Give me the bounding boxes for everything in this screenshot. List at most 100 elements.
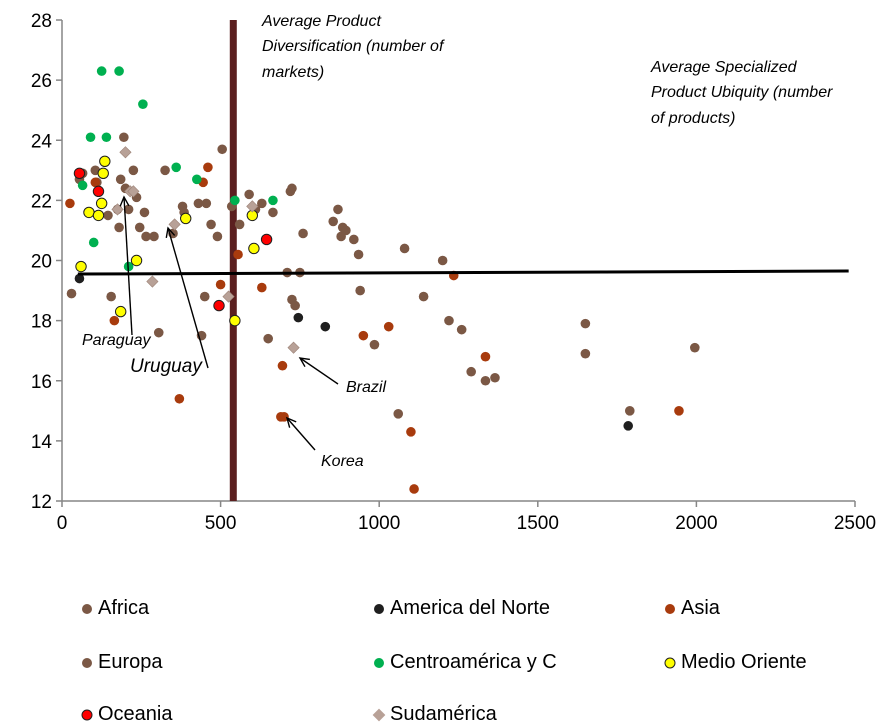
arrow-brazil xyxy=(298,357,339,385)
point-africa xyxy=(141,231,151,242)
point-africa xyxy=(106,291,116,302)
point-africa xyxy=(128,165,139,176)
y-tick-label: 16 xyxy=(31,372,52,393)
point-centroam-rica-y-c xyxy=(101,132,112,143)
point-africa xyxy=(149,231,159,242)
point-africa xyxy=(153,327,164,338)
point-africa xyxy=(134,222,145,233)
point-africa xyxy=(333,204,343,215)
point-medio-oriente xyxy=(99,155,111,167)
point-centroam-rica-y-c xyxy=(85,132,96,143)
point-africa xyxy=(114,222,124,233)
point-africa xyxy=(437,255,448,266)
point-sudam-rica xyxy=(168,218,181,231)
point-europa xyxy=(580,348,591,359)
y-tick-label: 12 xyxy=(31,492,52,513)
annotation-ubiquity-line3: of products) xyxy=(651,110,735,127)
point-africa xyxy=(201,198,212,209)
point-medio-oriente xyxy=(95,197,108,210)
point-africa xyxy=(206,219,216,230)
point-medio-oriente xyxy=(92,209,105,222)
point-africa xyxy=(393,409,404,419)
point-europa xyxy=(199,291,210,302)
point-africa xyxy=(399,243,410,254)
point-medio-oriente xyxy=(180,212,192,225)
point-africa xyxy=(456,324,467,335)
point-europa xyxy=(263,333,273,344)
point-europa xyxy=(355,285,365,296)
point-africa xyxy=(341,225,351,236)
point-sudam-rica xyxy=(127,185,140,198)
point-europa xyxy=(466,366,476,377)
arrow-uruguay xyxy=(165,226,209,369)
point-asia xyxy=(215,279,226,290)
annotation-ubiquity-line1: Average Specialized xyxy=(650,59,798,76)
arrow-korea xyxy=(285,416,316,451)
annotation-diversification-line3: markets) xyxy=(262,64,324,81)
point-asia xyxy=(65,198,75,209)
point-asia xyxy=(480,351,491,362)
point-medio-oriente xyxy=(114,305,127,318)
point-centroam-rica-y-c xyxy=(268,195,278,206)
point-africa xyxy=(353,249,364,260)
point-africa xyxy=(115,174,126,185)
annotation-uruguay: Uruguay xyxy=(130,356,203,377)
y-tick-label: 24 xyxy=(31,131,53,152)
x-tick-label: 1500 xyxy=(517,513,559,534)
point-africa xyxy=(123,204,134,215)
point-centroam-rica-y-c xyxy=(88,237,99,248)
point-europa xyxy=(490,372,500,383)
point-centroam-rica-y-c xyxy=(114,66,124,76)
point-europa xyxy=(690,342,700,353)
y-tick-label: 28 xyxy=(31,11,52,32)
y-tick-label: 26 xyxy=(31,71,52,92)
point-africa xyxy=(290,300,300,311)
point-africa xyxy=(268,207,278,218)
annotation-arrows xyxy=(119,195,339,451)
point-medio-oriente xyxy=(248,242,260,255)
point-sudam-rica xyxy=(222,290,235,303)
point-asia xyxy=(277,360,288,371)
point-africa xyxy=(234,219,245,230)
y-tick-label: 14 xyxy=(31,432,53,453)
point-africa xyxy=(418,291,429,302)
point-america-del-norte xyxy=(74,273,85,284)
point-africa xyxy=(160,165,170,176)
point-america-del-norte xyxy=(320,321,331,332)
x-tick-label: 2000 xyxy=(675,513,717,534)
point-africa xyxy=(328,216,339,227)
point-africa xyxy=(217,144,227,155)
annotation-diversification-line1: Average Product xyxy=(261,13,381,30)
point-centroam-rica-y-c xyxy=(77,180,88,191)
point-oceania xyxy=(260,233,273,246)
y-tick-label: 22 xyxy=(31,191,52,212)
point-africa xyxy=(119,132,129,143)
average-diversification-line xyxy=(229,20,237,501)
point-europa xyxy=(480,375,491,386)
point-asia xyxy=(109,315,120,326)
point-centroam-rica-y-c xyxy=(96,66,107,76)
point-africa xyxy=(193,198,204,209)
annotation-diversification-line2: Diversification (number of xyxy=(262,38,445,55)
point-africa xyxy=(139,207,150,218)
point-centroam-rica-y-c xyxy=(171,162,181,173)
x-tick-label: 500 xyxy=(205,513,237,534)
point-medio-oriente xyxy=(130,254,143,267)
point-africa xyxy=(444,315,454,326)
axes: 12 14 16 18 20 22 24 26 28 0 500 1000 1500 2000 2500 xyxy=(31,11,876,534)
x-tick-label: 2500 xyxy=(834,513,876,534)
point-sudam-rica xyxy=(119,146,132,159)
point-africa xyxy=(298,228,308,239)
point-oceania xyxy=(73,167,86,180)
point-africa xyxy=(103,210,113,221)
average-ubiquity-trend xyxy=(77,269,849,276)
average-ubiquity-line xyxy=(77,269,849,276)
average-diversification-bar xyxy=(229,20,237,501)
y-tick-label: 20 xyxy=(31,252,52,273)
point-centroam-rica-y-c xyxy=(230,195,240,206)
annotation-korea: Korea xyxy=(321,453,364,470)
y-tick-label: 18 xyxy=(31,312,52,333)
point-europa xyxy=(580,318,591,329)
point-africa xyxy=(257,198,267,209)
